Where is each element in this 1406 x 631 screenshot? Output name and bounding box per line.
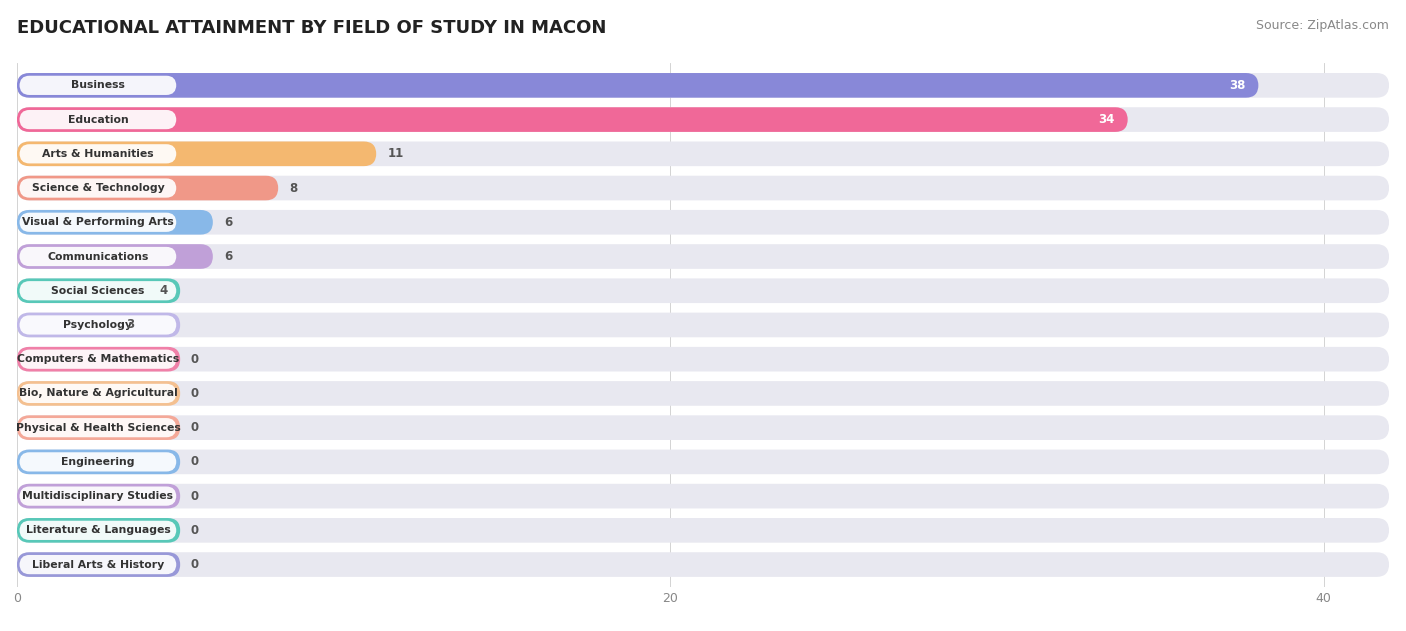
Text: Source: ZipAtlas.com: Source: ZipAtlas.com [1256, 19, 1389, 32]
Text: Arts & Humanities: Arts & Humanities [42, 149, 153, 159]
Text: Communications: Communications [48, 252, 149, 261]
FancyBboxPatch shape [20, 521, 176, 540]
FancyBboxPatch shape [20, 316, 176, 334]
FancyBboxPatch shape [17, 210, 1389, 235]
FancyBboxPatch shape [17, 73, 1258, 98]
FancyBboxPatch shape [17, 518, 1389, 543]
Text: 0: 0 [190, 353, 198, 366]
FancyBboxPatch shape [17, 107, 1389, 132]
Text: 11: 11 [388, 147, 404, 160]
FancyBboxPatch shape [17, 175, 1389, 201]
FancyBboxPatch shape [17, 244, 1389, 269]
FancyBboxPatch shape [17, 312, 1389, 338]
FancyBboxPatch shape [17, 107, 1128, 132]
Text: Computers & Mathematics: Computers & Mathematics [17, 354, 179, 364]
FancyBboxPatch shape [17, 552, 180, 577]
Text: Visual & Performing Arts: Visual & Performing Arts [22, 217, 174, 227]
FancyBboxPatch shape [20, 144, 176, 163]
FancyBboxPatch shape [20, 418, 176, 437]
Text: Social Sciences: Social Sciences [51, 286, 145, 296]
FancyBboxPatch shape [17, 278, 1389, 303]
FancyBboxPatch shape [17, 449, 180, 475]
Text: Science & Technology: Science & Technology [31, 183, 165, 193]
Text: Education: Education [67, 115, 128, 124]
Text: Liberal Arts & History: Liberal Arts & History [32, 560, 165, 570]
FancyBboxPatch shape [17, 552, 1389, 577]
FancyBboxPatch shape [17, 278, 180, 303]
Text: 0: 0 [190, 524, 198, 537]
FancyBboxPatch shape [17, 415, 1389, 440]
Text: 34: 34 [1098, 113, 1115, 126]
FancyBboxPatch shape [20, 555, 176, 574]
Text: 4: 4 [159, 284, 167, 297]
Text: 6: 6 [225, 216, 232, 229]
Text: 0: 0 [190, 387, 198, 400]
FancyBboxPatch shape [17, 347, 1389, 372]
FancyBboxPatch shape [20, 281, 176, 300]
FancyBboxPatch shape [17, 415, 180, 440]
FancyBboxPatch shape [17, 210, 212, 235]
FancyBboxPatch shape [20, 487, 176, 505]
FancyBboxPatch shape [17, 312, 180, 338]
Text: Engineering: Engineering [60, 457, 135, 467]
FancyBboxPatch shape [17, 73, 1389, 98]
Text: Physical & Health Sciences: Physical & Health Sciences [15, 423, 180, 433]
FancyBboxPatch shape [17, 449, 1389, 475]
Text: 0: 0 [190, 490, 198, 503]
Text: 0: 0 [190, 558, 198, 571]
FancyBboxPatch shape [17, 175, 278, 201]
FancyBboxPatch shape [20, 384, 176, 403]
Text: Literature & Languages: Literature & Languages [25, 526, 170, 535]
FancyBboxPatch shape [20, 452, 176, 471]
FancyBboxPatch shape [20, 110, 176, 129]
FancyBboxPatch shape [17, 347, 180, 372]
Text: 0: 0 [190, 421, 198, 434]
FancyBboxPatch shape [17, 381, 180, 406]
FancyBboxPatch shape [17, 518, 180, 543]
Text: Business: Business [70, 80, 125, 90]
FancyBboxPatch shape [17, 381, 1389, 406]
FancyBboxPatch shape [20, 179, 176, 198]
Text: Bio, Nature & Agricultural: Bio, Nature & Agricultural [18, 389, 177, 398]
FancyBboxPatch shape [20, 76, 176, 95]
Text: 6: 6 [225, 250, 232, 263]
FancyBboxPatch shape [17, 141, 377, 166]
Text: Psychology: Psychology [63, 320, 132, 330]
FancyBboxPatch shape [20, 213, 176, 232]
FancyBboxPatch shape [17, 484, 1389, 509]
Text: 3: 3 [127, 319, 135, 331]
Text: EDUCATIONAL ATTAINMENT BY FIELD OF STUDY IN MACON: EDUCATIONAL ATTAINMENT BY FIELD OF STUDY… [17, 19, 606, 37]
FancyBboxPatch shape [17, 141, 1389, 166]
FancyBboxPatch shape [17, 484, 180, 509]
FancyBboxPatch shape [20, 247, 176, 266]
FancyBboxPatch shape [20, 350, 176, 369]
Text: Multidisciplinary Studies: Multidisciplinary Studies [22, 491, 173, 501]
Text: 38: 38 [1229, 79, 1246, 92]
Text: 0: 0 [190, 456, 198, 468]
Text: 8: 8 [290, 182, 298, 194]
FancyBboxPatch shape [17, 244, 212, 269]
